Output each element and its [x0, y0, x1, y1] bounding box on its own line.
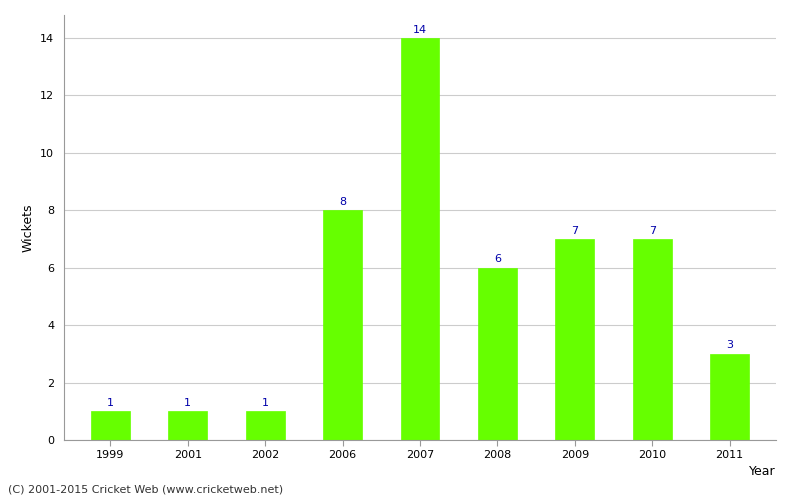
Bar — [633, 239, 671, 440]
Text: Year: Year — [750, 465, 776, 478]
Y-axis label: Wickets: Wickets — [22, 203, 34, 252]
Text: (C) 2001-2015 Cricket Web (www.cricketweb.net): (C) 2001-2015 Cricket Web (www.cricketwe… — [8, 485, 283, 495]
Text: 3: 3 — [726, 340, 733, 350]
Bar — [323, 210, 362, 440]
Text: 7: 7 — [571, 226, 578, 235]
Bar — [401, 38, 439, 440]
Text: 1: 1 — [262, 398, 269, 408]
Bar — [91, 412, 130, 440]
Bar — [478, 268, 517, 440]
Text: 14: 14 — [413, 24, 427, 34]
Text: 1: 1 — [184, 398, 191, 408]
Text: 7: 7 — [649, 226, 656, 235]
Text: 1: 1 — [107, 398, 114, 408]
Bar — [555, 239, 594, 440]
Bar — [710, 354, 749, 440]
Text: 8: 8 — [339, 197, 346, 207]
Text: 6: 6 — [494, 254, 501, 264]
Bar — [246, 412, 285, 440]
Bar — [169, 412, 207, 440]
